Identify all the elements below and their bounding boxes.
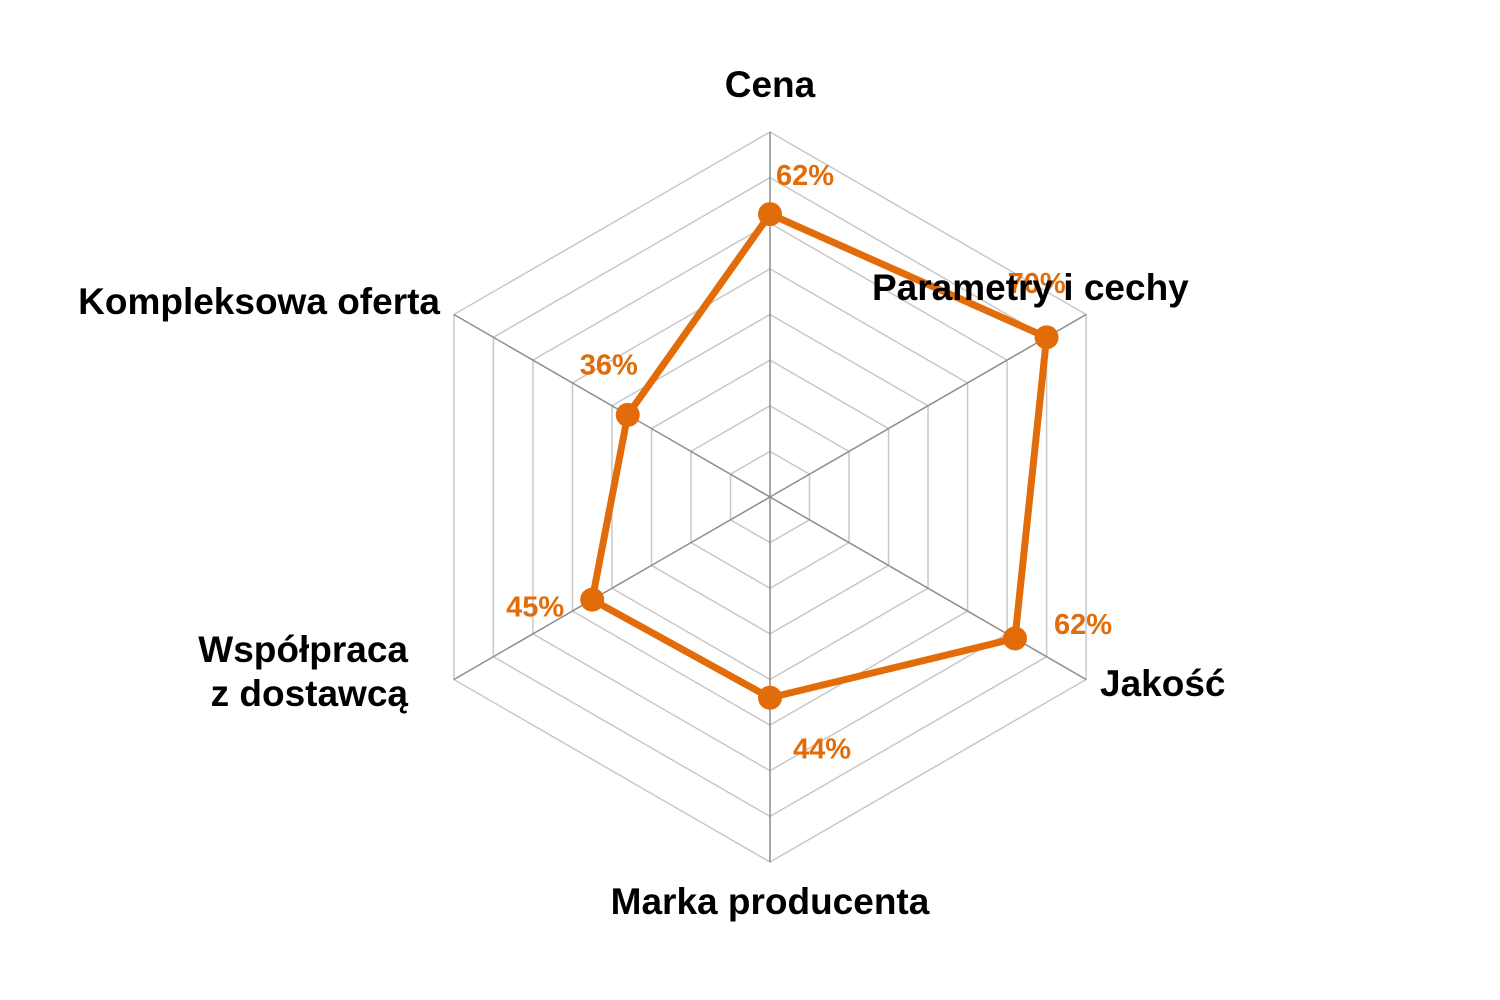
category-label: Marka producenta <box>611 881 930 922</box>
category-label-line: Cena <box>725 64 816 105</box>
category-label: Cena <box>725 64 816 105</box>
category-label: Jakość <box>1100 663 1226 704</box>
value-label: 44% <box>793 733 851 765</box>
category-label-line: z dostawcą <box>211 673 409 714</box>
data-point <box>758 202 782 227</box>
value-label: 62% <box>1054 609 1112 641</box>
data-point <box>1034 325 1059 350</box>
category-label-line: Parametry i cechy <box>872 267 1189 308</box>
axis-spoke <box>769 496 1087 681</box>
axis-spoke <box>453 496 771 681</box>
category-label-line: Kompleksowa oferta <box>78 281 440 322</box>
data-point <box>758 685 782 710</box>
series-layer <box>580 202 1059 710</box>
axis-spoke <box>453 313 771 498</box>
category-label-line: Marka producenta <box>611 881 930 922</box>
spoke-layer <box>453 132 1087 862</box>
category-label-line: Jakość <box>1100 663 1226 704</box>
category-label: Parametry i cechy <box>872 267 1189 308</box>
value-label: 36% <box>580 350 638 382</box>
value-label: 45% <box>506 591 564 623</box>
axis-spoke <box>769 313 1087 498</box>
data-point <box>615 402 640 427</box>
category-label: Kompleksowa oferta <box>78 281 440 322</box>
data-point <box>580 587 605 612</box>
label-layer: 62% 70% 62% 44% 45% 36% Cena Parametry i cechy J… <box>78 64 1225 922</box>
value-label: 70% <box>1008 268 1066 300</box>
value-label: 62% <box>776 160 834 192</box>
category-label: Współpraca z dostawcą <box>198 629 408 714</box>
data-point <box>1002 626 1027 651</box>
category-label-line: Współpraca <box>198 629 408 670</box>
